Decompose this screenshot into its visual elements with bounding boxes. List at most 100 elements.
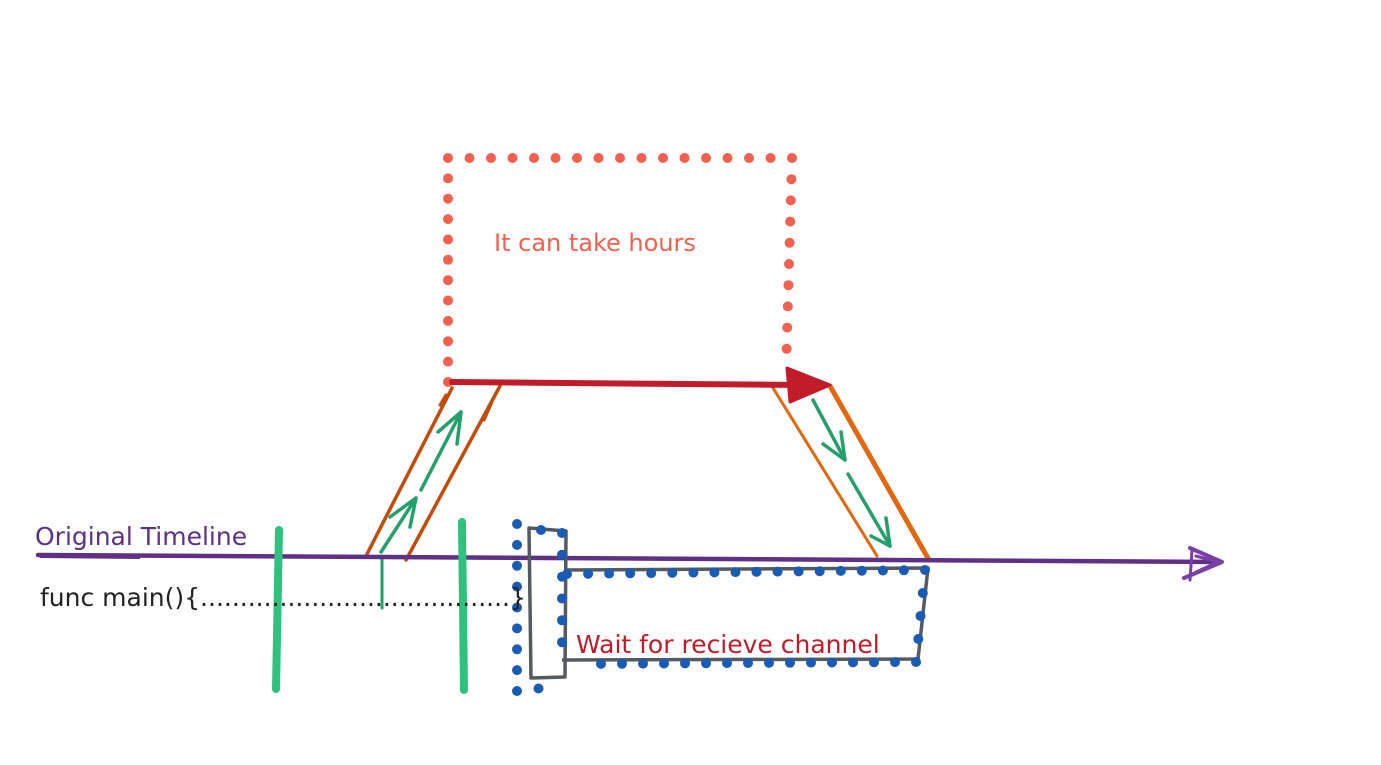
red-dot bbox=[443, 254, 453, 265]
red-dot bbox=[784, 237, 795, 248]
original-timeline-label: Original Timeline bbox=[35, 522, 247, 551]
red-dot bbox=[679, 153, 690, 163]
red-dot bbox=[507, 153, 518, 163]
blue-dot bbox=[915, 611, 926, 621]
blocking-duration-box bbox=[443, 153, 797, 387]
red-dot bbox=[658, 153, 668, 163]
red-dot bbox=[443, 295, 453, 306]
wait-channel-label: Wait for recieve channel bbox=[576, 630, 880, 659]
red-dot bbox=[636, 153, 647, 163]
blue-dot bbox=[890, 657, 900, 668]
blue-dot bbox=[557, 615, 567, 626]
blue-dot bbox=[806, 657, 816, 668]
red-dot bbox=[443, 315, 453, 326]
blue-dot bbox=[751, 566, 762, 577]
blue-dot bbox=[512, 623, 522, 634]
red-dot bbox=[443, 173, 453, 184]
blue-dot bbox=[869, 657, 879, 668]
blue-dot bbox=[688, 567, 699, 578]
red-dot bbox=[787, 153, 797, 163]
goroutine-work-arrow bbox=[449, 366, 832, 404]
red-dot bbox=[443, 275, 453, 286]
red-dot bbox=[550, 153, 561, 163]
blue-dot bbox=[625, 568, 636, 579]
red-dot bbox=[785, 216, 796, 227]
blue-dot bbox=[512, 686, 522, 696]
blue-dot bbox=[512, 602, 522, 613]
red-dot bbox=[782, 322, 793, 333]
blue-dot bbox=[557, 637, 567, 648]
original-timeline-axis bbox=[35, 546, 1224, 582]
red-dot bbox=[593, 153, 604, 163]
blue-dot bbox=[638, 658, 648, 669]
blue-dot bbox=[835, 565, 846, 576]
func-main-label: func main(){............................… bbox=[40, 583, 526, 612]
blue-dot bbox=[913, 634, 924, 644]
red-dot bbox=[464, 153, 475, 163]
blue-dot bbox=[667, 567, 678, 578]
blue-dot bbox=[512, 539, 522, 550]
blue-dot bbox=[512, 560, 522, 571]
blue-dot bbox=[911, 657, 921, 667]
red-dot bbox=[572, 153, 582, 163]
blue-dot bbox=[557, 593, 567, 604]
blue-dot bbox=[512, 581, 522, 592]
blue-dot bbox=[680, 658, 690, 669]
blue-dot bbox=[764, 657, 774, 668]
red-dot bbox=[443, 214, 453, 225]
branch-out-path bbox=[364, 384, 502, 562]
red-dot bbox=[529, 153, 539, 163]
blue-dot bbox=[512, 519, 522, 529]
blue-dot bbox=[557, 549, 567, 560]
blue-dot bbox=[856, 565, 867, 576]
blue-dot bbox=[701, 658, 711, 669]
blue-dot bbox=[604, 568, 615, 579]
blue-dot bbox=[709, 567, 720, 578]
red-dot bbox=[443, 336, 453, 347]
red-dot bbox=[785, 195, 796, 206]
red-dot bbox=[443, 356, 453, 367]
blue-dot bbox=[512, 665, 522, 676]
goroutine-spawn-marker bbox=[458, 518, 468, 694]
spawn-arrows bbox=[379, 410, 463, 610]
blue-dot bbox=[562, 569, 572, 579]
return-arrows bbox=[811, 398, 892, 548]
hours-note-label: It can take hours bbox=[494, 229, 696, 257]
blue-dot bbox=[730, 567, 741, 578]
red-dot bbox=[783, 280, 794, 291]
blue-dot bbox=[793, 566, 804, 577]
red-dot bbox=[486, 153, 496, 163]
red-dot bbox=[443, 193, 453, 204]
blue-dot bbox=[536, 525, 546, 535]
blue-dot bbox=[533, 683, 544, 694]
red-dot bbox=[784, 259, 794, 269]
blue-dot bbox=[827, 657, 837, 668]
blue-dot bbox=[512, 644, 522, 655]
branch-return-path bbox=[771, 383, 932, 563]
red-dot bbox=[781, 343, 792, 354]
red-dot bbox=[765, 153, 776, 163]
blue-dot bbox=[646, 568, 657, 579]
blue-dot bbox=[596, 658, 606, 669]
blue-dot bbox=[814, 566, 825, 577]
red-dot bbox=[786, 174, 797, 185]
blue-dot bbox=[772, 566, 783, 577]
blue-dot bbox=[557, 528, 567, 538]
red-dot bbox=[443, 234, 453, 245]
blue-dot bbox=[785, 657, 795, 668]
red-dot bbox=[744, 153, 754, 163]
blue-dot bbox=[917, 588, 928, 598]
blue-dot bbox=[743, 658, 753, 668]
blue-dot bbox=[877, 565, 888, 576]
red-dot bbox=[782, 301, 793, 312]
red-dot bbox=[615, 153, 625, 163]
red-dot bbox=[701, 153, 711, 163]
blue-dot bbox=[898, 565, 909, 576]
blue-dot bbox=[617, 658, 627, 669]
blue-dot bbox=[848, 657, 858, 668]
blue-dot bbox=[659, 658, 669, 669]
red-dot bbox=[443, 153, 453, 163]
wait-duration-dots bbox=[512, 519, 930, 696]
main-start-marker bbox=[272, 526, 283, 693]
